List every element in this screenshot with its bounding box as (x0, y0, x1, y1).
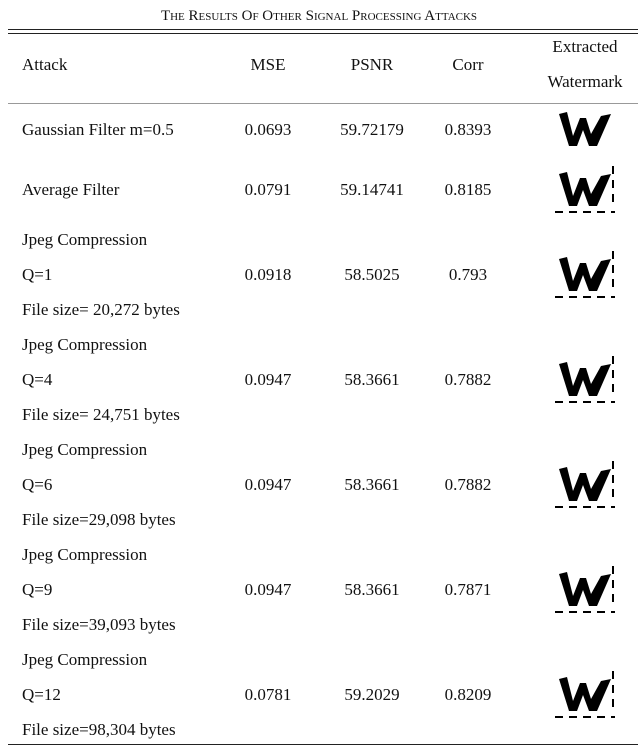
corr-cell: 0.7871 (444, 579, 492, 599)
attack-cell: Q=12 (22, 685, 61, 704)
mse-cell: 0.0781 (244, 684, 292, 704)
mse-cell: 0.0918 (244, 264, 292, 284)
header-cell: Corr (452, 55, 484, 74)
psnr-cell: 58.3661 (344, 579, 400, 599)
psnr-cell: 59.72179 (340, 120, 404, 139)
attack-cell: Jpeg Compression (22, 230, 148, 249)
attack-cell: File size=98,304 bytes (22, 720, 176, 739)
psnr-cell: 59.2029 (344, 684, 400, 704)
corr-cell: 0.7882 (444, 474, 492, 494)
attack-cell: Q=9 (22, 580, 53, 599)
bottom-rule (8, 744, 638, 745)
attack-cell: File size= 20,272 bytes (22, 300, 180, 319)
mse-cell: 0.0947 (244, 474, 292, 494)
mse-cell: 0.0791 (244, 180, 292, 199)
attack-cell: File size= 24,751 bytes (22, 405, 180, 424)
top-rule (8, 29, 638, 30)
corr-cell: 0.8393 (444, 120, 492, 139)
attack-cell: Jpeg Compression (22, 650, 148, 669)
psnr-cell: 58.3661 (344, 474, 400, 494)
corr-cell: 0.8209 (444, 684, 492, 704)
attack-cell: Jpeg Compression (22, 545, 148, 564)
watermark-image (555, 355, 615, 403)
watermark-image (555, 460, 615, 508)
psnr-cell: 58.5025 (344, 264, 400, 284)
attack-cell: Average Filter (22, 180, 120, 199)
header-cell: MSE (250, 55, 286, 74)
corr-cell: 0.793 (448, 264, 488, 284)
attack-cell: Jpeg Compression (22, 335, 148, 354)
mse-cell: 0.0693 (244, 120, 292, 139)
header-rule (8, 103, 638, 104)
watermark-image (559, 112, 611, 146)
header-cell: Attack (22, 55, 68, 74)
corr-cell: 0.8185 (444, 180, 492, 199)
psnr-cell: 59.14741 (340, 180, 404, 199)
header-cell: Watermark (547, 72, 623, 91)
header-cell: Extracted (552, 37, 618, 56)
attack-cell: File size=39,093 bytes (22, 615, 176, 634)
watermark-image (555, 565, 615, 613)
attack-cell: Q=6 (22, 475, 53, 494)
mse-cell: 0.0947 (244, 369, 292, 389)
watermark-image (555, 670, 615, 718)
header-cell: PSNR (350, 55, 394, 74)
watermark-image (555, 250, 615, 298)
mse-cell: 0.0947 (244, 579, 292, 599)
attack-cell: Jpeg Compression (22, 440, 148, 459)
attack-cell: File size=29,098 bytes (22, 510, 176, 529)
attack-cell: Q=1 (22, 265, 53, 284)
top-rule (8, 33, 638, 34)
psnr-cell: 58.3661 (344, 369, 400, 389)
attack-cell: Gaussian Filter m=0.5 (22, 120, 174, 139)
attack-cell: Q=4 (22, 370, 53, 389)
corr-cell: 0.7882 (444, 369, 492, 389)
table-title: The Results Of Other Signal Processing A… (160, 8, 478, 24)
watermark-image (555, 166, 615, 213)
